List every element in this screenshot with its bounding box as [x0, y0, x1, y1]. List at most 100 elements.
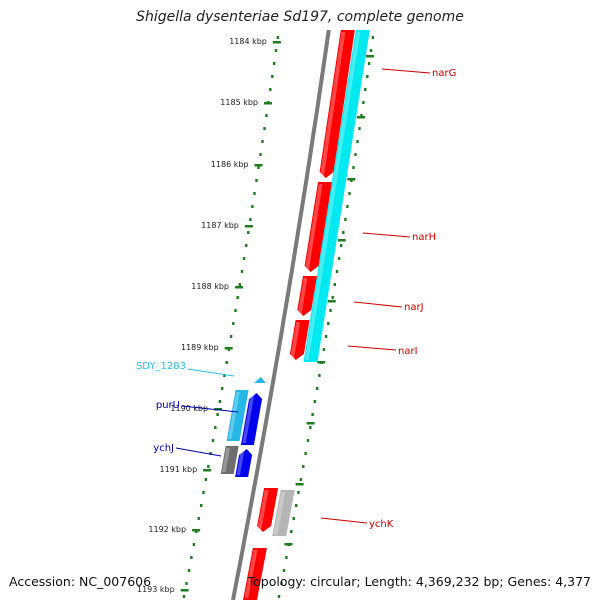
scale-tick-mark [224, 347, 233, 350]
scale-tick-label: 1189 kbp [181, 343, 219, 352]
scale-dot-left [249, 218, 252, 221]
scale-dot-right [311, 413, 314, 416]
scale-dot-left [247, 231, 250, 234]
scale-dot-right [299, 478, 303, 481]
gene-block-ychK-shine [273, 492, 286, 534]
scale-tick-mark [214, 408, 223, 411]
scale-dots [182, 36, 375, 598]
scale-dot-right [362, 101, 365, 104]
scale-dot-left [216, 413, 219, 416]
scale-tick-label: 1190 kbp [170, 404, 208, 413]
scale-tick-label: 1188 kbp [191, 282, 229, 291]
gene-block-purU-light [226, 390, 249, 441]
gene-block-narG-shine [320, 32, 346, 176]
scale-dot-right [324, 335, 328, 338]
scale-tick-mark-right [356, 116, 365, 119]
scale-tick-label: 1193 kbp [137, 585, 175, 594]
scale-dot-left [214, 426, 217, 429]
gene-block-purU-shine [242, 395, 255, 443]
gene-block-narJ-shine [297, 278, 308, 314]
scale-dot-left [229, 335, 233, 338]
scale-tick-mark [254, 164, 263, 167]
scale-tick-mark-right [365, 55, 374, 58]
scale-dot-right [331, 296, 334, 299]
scale-ticks: 1184 kbp 1185 kbp 1186 kbp 1187 kbp 1188 kbp… [137, 37, 374, 594]
scale-tick-label: 1184 kbp [229, 37, 267, 46]
scale-dot-right [344, 218, 347, 221]
map-title: Shigella dysenteriae Sd197, complete gen… [136, 9, 464, 25]
scale-dot-left [218, 400, 222, 403]
scale-dot-left [211, 439, 215, 442]
scale-tick-label: 1186 kbp [211, 160, 249, 169]
scale-dot-right [352, 166, 355, 169]
scale-dot-left [192, 543, 196, 546]
gene-block-narI [289, 320, 310, 360]
scale-dot-left [245, 244, 248, 247]
gene-block-narH-shine [305, 184, 323, 270]
scale-dot-left [271, 75, 274, 78]
gene-leader-ychK [320, 517, 368, 524]
scale-tick-mark-right [284, 543, 293, 546]
scale-tick-label: 1192 kbp [148, 525, 186, 534]
gene-leader-ychJ [175, 447, 222, 457]
scale-dot-left [202, 491, 205, 494]
scale-dot-left [234, 309, 237, 312]
scale-dot-right [318, 374, 321, 377]
scale-dot-right [329, 309, 332, 312]
gene-leader-narG [381, 68, 431, 74]
gene-block-purU-light-shine [228, 392, 240, 439]
scale-dot-right [313, 400, 317, 403]
gene-leader-narH [362, 232, 411, 238]
gene-block-ychK [272, 490, 295, 536]
scale-dot-right [358, 127, 361, 130]
scale-dot-left [197, 517, 200, 520]
scale-dot-left [187, 569, 191, 572]
scale-dot-left [221, 387, 224, 390]
gene-label-narH: narH [412, 232, 436, 243]
gene-block-ychJ-shine [236, 451, 245, 475]
backbone-line [231, 29, 331, 600]
scale-tick-mark [264, 102, 272, 105]
scale-dot-right [337, 257, 341, 260]
scale-dot-left [238, 283, 241, 286]
scale-dot-left [265, 114, 268, 117]
scale-dot-left [207, 465, 210, 468]
scale-dot-left [261, 140, 264, 143]
scale-dot-left [225, 361, 228, 364]
scale-dot-left [255, 179, 258, 182]
scale-dot-left [185, 582, 188, 585]
scale-tick-mark-right [327, 300, 336, 303]
scale-dot-right [292, 517, 295, 520]
scale-dot-right [364, 88, 367, 91]
scale-dot-right [316, 387, 319, 390]
scale-dot-left [253, 192, 256, 195]
gene-label-SDY_1283: SDY_1283 [136, 361, 186, 372]
gene-block-narI-shine [290, 322, 301, 358]
scale-dot-left [263, 127, 266, 130]
scale-tick-label: 1187 kbp [201, 221, 239, 230]
gene-leader-purU [181, 405, 239, 413]
gene-leader-narJ [353, 301, 403, 308]
gene-block-ychJ-gray [220, 446, 239, 474]
scale-dot-right [290, 530, 293, 533]
scale-dot-right [309, 426, 312, 429]
scale-tick-mark-right [306, 422, 315, 425]
gene-block-cyan-track-shine [304, 32, 361, 360]
scale-tick-label: 1191 kbp [159, 465, 197, 474]
gene-leader-narI [347, 345, 397, 351]
gene-label-purU: purU [156, 400, 180, 411]
gene-block-purU [240, 393, 263, 445]
scale-dot-right [340, 244, 343, 247]
gene-block-narJ [297, 276, 317, 316]
gene-label-ychK: ychK [369, 519, 394, 530]
scale-dot-left [259, 153, 262, 156]
scale-dot-right [302, 465, 305, 468]
gene-block-narG [319, 30, 355, 178]
scale-dot-right [348, 192, 351, 195]
scale-dot-right [295, 504, 298, 507]
scale-tick-label: 1185 kbp [220, 98, 258, 107]
scale-dot-right [354, 153, 357, 156]
gene-block-cyan-track [303, 30, 370, 362]
scale-tick-mark-right [337, 239, 346, 242]
